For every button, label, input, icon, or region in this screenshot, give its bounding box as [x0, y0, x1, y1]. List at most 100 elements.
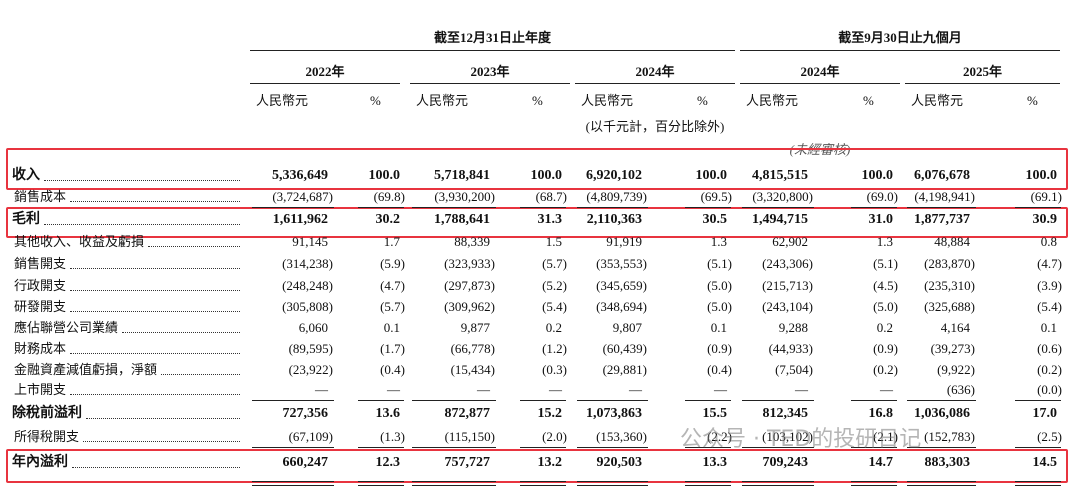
- cell-value: (69.8): [373, 189, 405, 204]
- cell-value: (5.1): [707, 256, 732, 271]
- cell-value: (0.9): [707, 341, 732, 356]
- total-rule: [412, 400, 496, 401]
- total-rule: [851, 447, 897, 448]
- cell-value: 48,884: [934, 234, 970, 249]
- cell-value: (1.2): [542, 341, 567, 356]
- cell-value: 9,807: [612, 320, 642, 335]
- total-rule: [685, 207, 731, 208]
- cell-value: —: [795, 382, 808, 397]
- cell-value: (5.7): [542, 256, 567, 271]
- cell-value: 14.5: [1032, 455, 1058, 470]
- cell-value: —: [315, 382, 328, 397]
- cell-value: (2.5): [1037, 429, 1062, 444]
- cell-value: (353,553): [596, 256, 647, 271]
- cell-value: (3.9): [1037, 278, 1062, 293]
- total-rule: [577, 207, 648, 208]
- cell-value: 6,920,102: [586, 168, 642, 183]
- year-header: 2024年: [635, 64, 675, 79]
- cell-value: (2.0): [542, 429, 567, 444]
- cell-value: 660,247: [282, 455, 329, 470]
- leader: [161, 374, 240, 375]
- cell-value: 5,336,649: [272, 168, 328, 183]
- cell-value: 91,919: [606, 234, 642, 249]
- total-rule: [907, 485, 976, 486]
- cell-value: —: [880, 382, 893, 397]
- cell-value: (1.3): [380, 429, 405, 444]
- row-label: 研發開支: [14, 299, 67, 314]
- cell-value: (3,724,687): [272, 189, 333, 204]
- cell-value: 883,303: [924, 455, 971, 470]
- cell-value: 1.7: [383, 234, 400, 249]
- leader: [122, 332, 240, 333]
- leader: [70, 290, 240, 291]
- cell-value: 6,076,678: [914, 168, 970, 183]
- cell-value: 88,339: [454, 234, 490, 249]
- cell-value: (60,439): [602, 341, 647, 356]
- cell-value: (9,922): [937, 362, 975, 377]
- cell-value: 30.9: [1032, 212, 1058, 227]
- cell-value: 2,110,363: [586, 212, 642, 227]
- cell-value: 1.5: [545, 234, 562, 249]
- unit-header: 人民幣元: [911, 93, 964, 108]
- total-rule: [1015, 447, 1061, 448]
- cell-value: —: [387, 382, 400, 397]
- cell-value: 30.2: [375, 212, 401, 227]
- total-rule: [252, 485, 334, 486]
- cell-value: 9,288: [778, 320, 808, 335]
- cell-value: 1,611,962: [272, 212, 328, 227]
- total-rule: [907, 207, 976, 208]
- cell-value: 100.0: [1025, 168, 1058, 183]
- cell-value: (66,778): [450, 341, 495, 356]
- cell-value: (0.4): [380, 362, 405, 377]
- cell-value: (0.0): [1037, 382, 1062, 397]
- leader: [70, 353, 240, 354]
- highlight-box: [6, 207, 1068, 238]
- cell-value: 14.7: [868, 455, 894, 470]
- row-label: 毛利: [12, 212, 40, 227]
- cell-value: 0.2: [876, 320, 893, 335]
- cell-value: (69.1): [1030, 189, 1062, 204]
- total-rule: [358, 207, 404, 208]
- cell-value: 757,727: [444, 455, 491, 470]
- total-rule: [520, 207, 566, 208]
- total-rule: [520, 481, 566, 482]
- cell-value: (0.2): [873, 362, 898, 377]
- cell-value: (89,595): [288, 341, 333, 356]
- cell-value: 4,815,515: [752, 168, 808, 183]
- cell-value: (23,922): [288, 362, 333, 377]
- cell-value: (636): [946, 382, 975, 397]
- total-rule: [851, 400, 897, 401]
- cell-value: (29,881): [602, 362, 647, 377]
- pct-header: %: [532, 93, 543, 108]
- cell-value: 709,243: [762, 455, 809, 470]
- cell-value: (153,360): [596, 429, 647, 444]
- cell-value: (345,659): [596, 278, 647, 293]
- cell-value: (0.4): [707, 362, 732, 377]
- cell-value: 1.3: [876, 234, 893, 249]
- row-label: 銷售開支: [14, 256, 67, 271]
- total-rule: [907, 481, 976, 482]
- total-rule: [577, 481, 648, 482]
- cell-value: (5.4): [542, 299, 567, 314]
- cell-value: (5.0): [707, 299, 732, 314]
- cell-value: —: [714, 382, 727, 397]
- total-rule: [742, 447, 814, 448]
- cell-value: (2.2): [707, 429, 732, 444]
- cell-value: (5.0): [707, 278, 732, 293]
- unit-header: 人民幣元: [581, 93, 634, 108]
- leader: [148, 246, 240, 247]
- cell-value: (348,694): [596, 299, 647, 314]
- total-rule: [685, 481, 731, 482]
- total-rule: [1015, 207, 1061, 208]
- row-label: 其他收入、收益及虧損: [14, 234, 145, 249]
- unit-header: 人民幣元: [256, 93, 309, 108]
- total-rule: [577, 400, 648, 401]
- cell-value: (2.1): [873, 429, 898, 444]
- cell-value: (3,930,200): [434, 189, 495, 204]
- header-rule: [740, 50, 1060, 51]
- year-header: 2022年: [305, 64, 345, 79]
- total-rule: [1015, 400, 1061, 401]
- total-rule: [685, 447, 731, 448]
- year-header: 2024年: [800, 64, 840, 79]
